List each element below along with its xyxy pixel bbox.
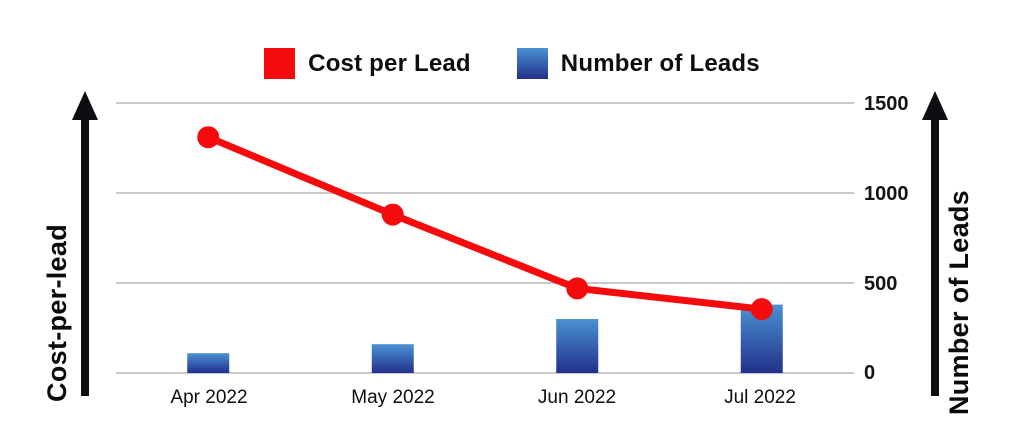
legend-swatch-red bbox=[264, 48, 296, 79]
x-axis-label-may-2022: May 2022 bbox=[351, 387, 435, 408]
line-point-may-2022 bbox=[381, 203, 404, 226]
line-point-jun-2022 bbox=[566, 277, 589, 300]
right-axis-tick-1500: 1500 bbox=[864, 93, 909, 115]
bar-may-2022 bbox=[371, 344, 414, 373]
left-axis-title: Cost-per-lead bbox=[42, 224, 72, 402]
left-axis-arrow-icon-head bbox=[72, 91, 98, 120]
right-axis-arrow-icon-head bbox=[922, 91, 948, 120]
right-axis-tick-1000: 1000 bbox=[864, 183, 909, 205]
legend-item-cost-per-lead: Cost per Lead bbox=[264, 48, 471, 79]
right-axis-tick-0: 0 bbox=[864, 362, 876, 384]
bar-jun-2022 bbox=[556, 319, 599, 373]
legend-swatch-blue bbox=[516, 48, 548, 79]
legend: Cost per Lead Number of Leads bbox=[0, 48, 1024, 79]
x-axis-label-jul-2022: Jul 2022 bbox=[724, 387, 796, 408]
legend-label: Number of Leads bbox=[560, 49, 760, 77]
bar-apr-2022 bbox=[187, 353, 230, 373]
line-point-jul-2022 bbox=[750, 298, 773, 321]
cost-per-lead-line bbox=[204, 133, 766, 313]
legend-label: Cost per Lead bbox=[308, 49, 471, 77]
right-axis-tick-500: 500 bbox=[864, 273, 898, 295]
legend-item-number-of-leads: Number of Leads bbox=[516, 48, 760, 79]
right-axis-title: Number of Leads bbox=[944, 190, 974, 416]
x-axis-label-jun-2022: Jun 2022 bbox=[537, 387, 617, 408]
x-axis-label-apr-2022: Apr 2022 bbox=[170, 387, 248, 408]
line-point-apr-2022 bbox=[197, 126, 220, 149]
